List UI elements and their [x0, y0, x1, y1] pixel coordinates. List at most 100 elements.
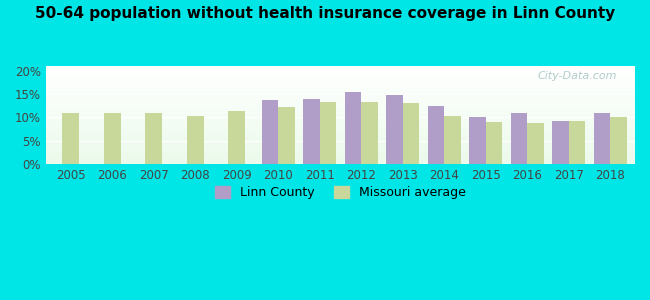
Bar: [46, 144, 635, 145]
Bar: [46, 136, 635, 137]
Bar: [46, 141, 635, 142]
Bar: [46, 130, 635, 131]
Bar: [46, 124, 635, 125]
Bar: [46, 119, 635, 120]
Bar: [46, 91, 635, 92]
Bar: [46, 107, 635, 108]
Bar: [46, 67, 635, 68]
Bar: [46, 157, 635, 158]
Bar: [46, 104, 635, 105]
Bar: [46, 108, 635, 109]
Bar: [46, 160, 635, 161]
Bar: [46, 147, 635, 148]
Bar: [46, 80, 635, 81]
Bar: [46, 158, 635, 159]
Bar: [46, 115, 635, 116]
Bar: [361, 101, 378, 164]
Bar: [46, 75, 635, 76]
Bar: [46, 90, 635, 91]
Bar: [46, 143, 635, 144]
Bar: [46, 110, 635, 111]
Bar: [46, 140, 635, 141]
Bar: [46, 128, 635, 129]
Bar: [46, 111, 635, 112]
Bar: [46, 92, 635, 93]
Bar: [228, 111, 245, 164]
Bar: [46, 145, 635, 146]
Bar: [46, 163, 635, 164]
Bar: [46, 85, 635, 86]
Bar: [46, 121, 635, 122]
Bar: [46, 66, 635, 67]
Bar: [46, 86, 635, 87]
Bar: [46, 137, 635, 138]
Bar: [46, 150, 635, 151]
Bar: [46, 125, 635, 126]
Bar: [46, 105, 635, 106]
Bar: [261, 100, 278, 164]
Bar: [444, 116, 461, 164]
Bar: [146, 113, 162, 164]
Bar: [46, 68, 635, 69]
Bar: [46, 129, 635, 130]
Bar: [46, 135, 635, 136]
Bar: [46, 152, 635, 153]
Bar: [46, 116, 635, 117]
Bar: [46, 73, 635, 74]
Bar: [46, 122, 635, 123]
Bar: [46, 95, 635, 96]
Bar: [46, 102, 635, 103]
Bar: [46, 87, 635, 88]
Bar: [104, 113, 120, 164]
Bar: [46, 123, 635, 124]
Bar: [46, 81, 635, 82]
Bar: [46, 98, 635, 99]
Bar: [46, 99, 635, 100]
Bar: [46, 106, 635, 107]
Bar: [469, 118, 486, 164]
Bar: [46, 113, 635, 114]
Bar: [510, 113, 527, 164]
Legend: Linn County, Missouri average: Linn County, Missouri average: [215, 186, 465, 199]
Bar: [46, 101, 635, 102]
Bar: [593, 113, 610, 164]
Bar: [46, 162, 635, 163]
Bar: [46, 132, 635, 133]
Bar: [46, 78, 635, 79]
Text: City-Data.com: City-Data.com: [538, 71, 618, 81]
Bar: [46, 159, 635, 160]
Bar: [46, 93, 635, 94]
Bar: [46, 118, 635, 119]
Bar: [386, 94, 402, 164]
Bar: [46, 112, 635, 113]
Bar: [46, 134, 635, 135]
Bar: [46, 154, 635, 155]
Bar: [46, 74, 635, 75]
Bar: [46, 71, 635, 72]
Bar: [46, 83, 635, 84]
Bar: [486, 122, 502, 164]
Bar: [46, 133, 635, 134]
Bar: [46, 97, 635, 98]
Bar: [46, 142, 635, 143]
Bar: [320, 102, 336, 164]
Bar: [46, 136, 635, 137]
Bar: [46, 154, 635, 155]
Text: 50-64 population without health insurance coverage in Linn County: 50-64 population without health insuranc…: [35, 6, 615, 21]
Bar: [62, 113, 79, 164]
Bar: [46, 89, 635, 90]
Bar: [46, 151, 635, 152]
Bar: [46, 100, 635, 101]
Bar: [303, 99, 320, 164]
Bar: [46, 94, 635, 95]
Bar: [46, 155, 635, 156]
Bar: [46, 76, 635, 77]
Bar: [46, 77, 635, 78]
Bar: [569, 121, 585, 164]
Bar: [402, 103, 419, 164]
Bar: [46, 126, 635, 127]
Bar: [46, 120, 635, 121]
Bar: [46, 149, 635, 150]
Bar: [344, 92, 361, 164]
Bar: [46, 139, 635, 140]
